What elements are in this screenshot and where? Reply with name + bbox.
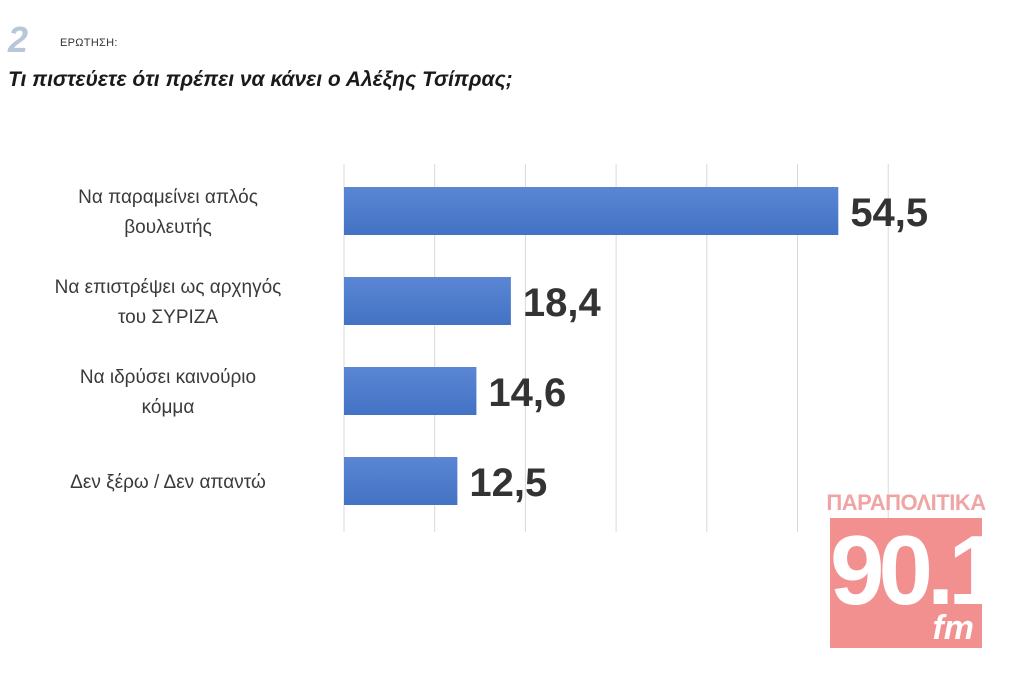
value-label-2: 14,6 — [488, 371, 566, 415]
value-label-1: 18,4 — [523, 281, 602, 325]
bar-1 — [344, 277, 511, 325]
logo-number: 90.1 — [830, 515, 1003, 625]
category-label-1: Να επιστρέψει ως αρχηγός του ΣΥΡΙΖΑ — [55, 277, 282, 328]
question-number: 2 — [8, 19, 28, 60]
logo-top-text: ΠΑΡΑΠΟΛΙΤΙΚΑ — [826, 490, 986, 515]
bar-3 — [344, 457, 458, 505]
value-label-3: 12,5 — [469, 461, 547, 505]
category-label-0: Να παραμείνει απλός βουλευτής — [78, 187, 258, 238]
bar-2 — [344, 367, 477, 415]
question-tag: ΕΡΩΤΗΣΗ: — [60, 37, 118, 49]
question-text: Τι πιστεύετε ότι πρέπει να κάνει ο Αλέξη… — [8, 68, 513, 91]
logo-suffix: fm — [932, 609, 974, 647]
bar-chart: 54,5 Να παραμείνει απλός βουλευτής 18,4 Να ε… — [55, 164, 928, 532]
logo-box: 90.1 fm — [830, 515, 1003, 648]
station-logo: ΠΑΡΑΠΟΛΙΤΙΚΑ 90.1 fm — [826, 490, 1003, 662]
category-label-2: Να ιδρύσει καινούριο κόμμα — [80, 367, 256, 418]
bar-0 — [344, 187, 839, 235]
category-label-3: Δεν ξέρω / Δεν απαντώ — [70, 472, 266, 493]
value-label-0: 54,5 — [850, 191, 928, 235]
